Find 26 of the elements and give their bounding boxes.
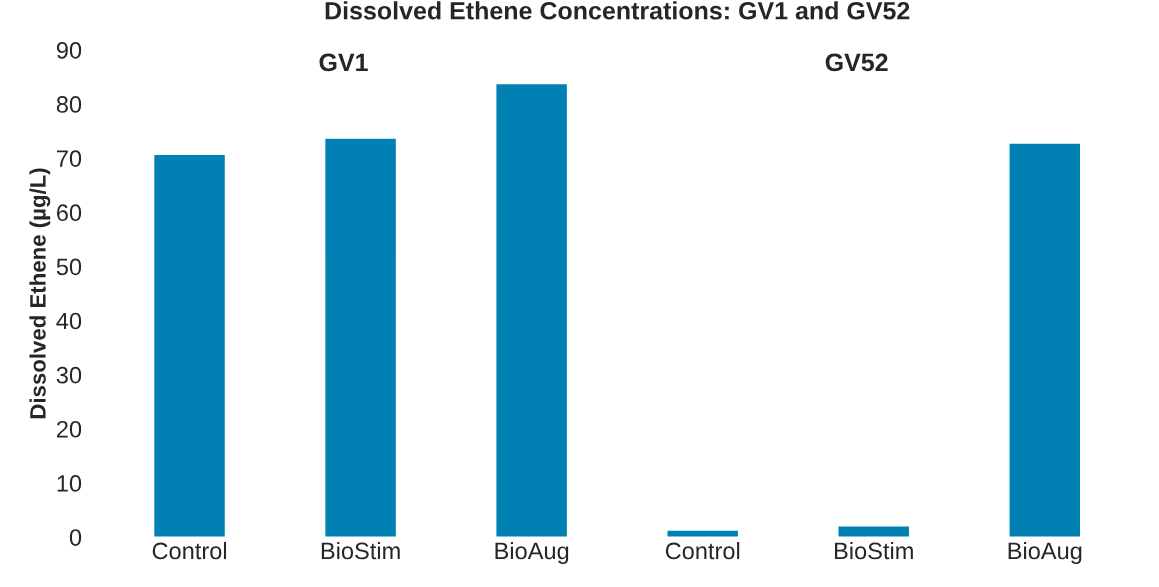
y-tick-label: 90 <box>56 41 82 59</box>
x-tick-label: Control <box>152 541 227 560</box>
bar <box>323 137 398 538</box>
y-axis-title: Dissolved Ethene (µg/L) <box>29 168 51 419</box>
y-tick-label: 0 <box>69 529 82 546</box>
y-tick-label: 70 <box>57 150 82 167</box>
bar <box>495 82 569 538</box>
annotation: GV1 <box>319 53 368 72</box>
x-tick-label: Control <box>665 541 740 560</box>
annotation: GV52 <box>825 53 888 72</box>
x-tick-label: BioAug <box>1008 541 1082 564</box>
bar <box>1008 142 1082 538</box>
y-tick-label: 50 <box>56 258 82 276</box>
bar <box>152 153 227 538</box>
y-tick-label: 40 <box>56 312 82 330</box>
bar <box>666 529 740 538</box>
x-tick-label: BioStim <box>321 541 400 560</box>
y-tick-label: 20 <box>56 420 82 438</box>
y-tick-label: 60 <box>57 204 82 222</box>
chart-title: Dissolved Ethene Concentrations: GV1 and GV52 <box>325 1 910 20</box>
x-tick-label: BioAug <box>495 541 569 564</box>
x-tick-label: BioStim <box>835 541 913 560</box>
bar <box>837 525 911 538</box>
y-tick-label: 10 <box>57 475 82 492</box>
y-tick-label: 80 <box>56 96 82 113</box>
y-tick-label: 30 <box>56 366 82 384</box>
